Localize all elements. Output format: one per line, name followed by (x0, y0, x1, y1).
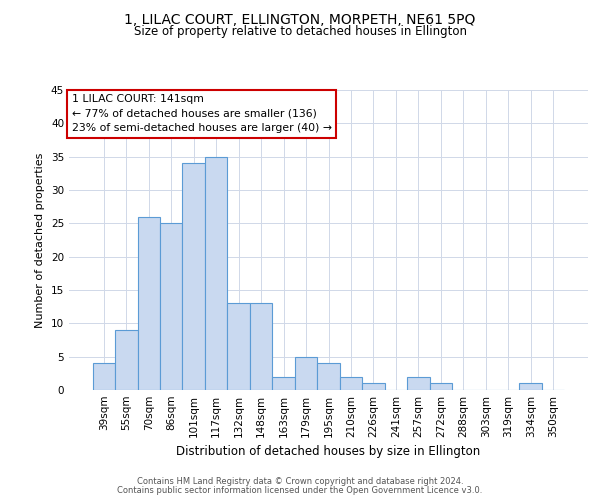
Text: 1, LILAC COURT, ELLINGTON, MORPETH, NE61 5PQ: 1, LILAC COURT, ELLINGTON, MORPETH, NE61… (124, 12, 476, 26)
Text: Contains HM Land Registry data © Crown copyright and database right 2024.: Contains HM Land Registry data © Crown c… (137, 477, 463, 486)
Y-axis label: Number of detached properties: Number of detached properties (35, 152, 46, 328)
Bar (295, 356, 317, 390)
Bar (340, 376, 362, 390)
Bar (362, 384, 385, 390)
Bar (272, 376, 295, 390)
Bar (205, 156, 227, 390)
Bar (430, 384, 452, 390)
Bar (407, 376, 430, 390)
Bar (227, 304, 250, 390)
Bar (115, 330, 137, 390)
Bar (160, 224, 182, 390)
Bar (317, 364, 340, 390)
Bar (137, 216, 160, 390)
Text: Size of property relative to detached houses in Ellington: Size of property relative to detached ho… (133, 25, 467, 38)
Text: Contains public sector information licensed under the Open Government Licence v3: Contains public sector information licen… (118, 486, 482, 495)
Bar (182, 164, 205, 390)
Bar (92, 364, 115, 390)
X-axis label: Distribution of detached houses by size in Ellington: Distribution of detached houses by size … (176, 446, 481, 458)
Text: 1 LILAC COURT: 141sqm
← 77% of detached houses are smaller (136)
23% of semi-det: 1 LILAC COURT: 141sqm ← 77% of detached … (71, 94, 332, 134)
Bar (250, 304, 272, 390)
Bar (520, 384, 542, 390)
